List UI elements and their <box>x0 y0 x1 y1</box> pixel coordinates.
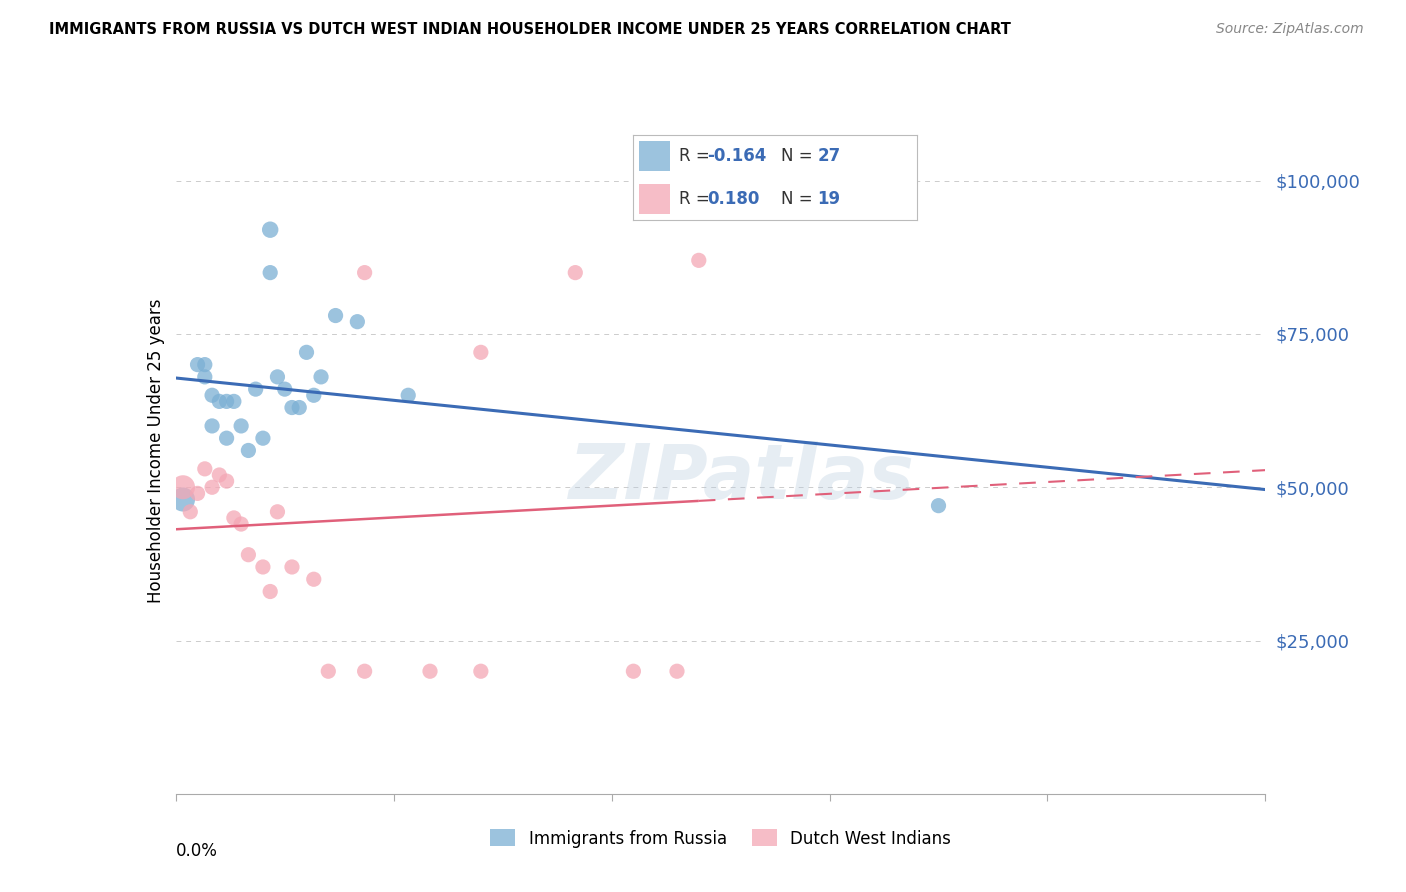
Point <box>666 664 689 678</box>
Point <box>318 664 340 678</box>
Point <box>215 394 238 409</box>
Point <box>259 222 281 236</box>
Point <box>353 266 375 280</box>
Point <box>179 505 201 519</box>
Point <box>419 664 441 678</box>
Point <box>259 584 281 599</box>
Point <box>201 388 224 402</box>
Point <box>928 499 950 513</box>
Point <box>470 664 492 678</box>
Point <box>309 369 332 384</box>
Point <box>252 560 274 574</box>
Point <box>302 388 325 402</box>
Point <box>688 253 710 268</box>
Point <box>186 358 209 372</box>
Point <box>281 401 304 415</box>
Point <box>208 394 231 409</box>
Point <box>353 664 375 678</box>
Point <box>470 345 492 359</box>
Point <box>266 505 288 519</box>
Point <box>238 443 260 458</box>
Point <box>274 382 297 396</box>
Text: Source: ZipAtlas.com: Source: ZipAtlas.com <box>1216 22 1364 37</box>
Y-axis label: Householder Income Under 25 years: Householder Income Under 25 years <box>146 298 165 603</box>
Point <box>215 431 238 445</box>
Point <box>325 309 347 323</box>
Point <box>346 315 368 329</box>
Text: 0.0%: 0.0% <box>176 842 218 860</box>
Point <box>231 516 253 531</box>
Point <box>194 369 217 384</box>
Point <box>222 394 245 409</box>
Point <box>172 492 194 507</box>
Point <box>245 382 267 396</box>
Point <box>564 266 586 280</box>
Point <box>302 572 325 586</box>
Point <box>208 467 231 482</box>
Point <box>194 358 217 372</box>
Point <box>222 511 245 525</box>
Point <box>238 548 260 562</box>
Text: IMMIGRANTS FROM RUSSIA VS DUTCH WEST INDIAN HOUSEHOLDER INCOME UNDER 25 YEARS CO: IMMIGRANTS FROM RUSSIA VS DUTCH WEST IND… <box>49 22 1011 37</box>
Point <box>266 369 288 384</box>
Point <box>172 480 194 494</box>
Point <box>201 480 224 494</box>
Point <box>259 266 281 280</box>
Point <box>194 462 217 476</box>
Point <box>621 664 644 678</box>
Legend: Immigrants from Russia, Dutch West Indians: Immigrants from Russia, Dutch West India… <box>484 822 957 855</box>
Point <box>295 345 318 359</box>
Point <box>201 418 224 433</box>
Point <box>288 401 311 415</box>
Point <box>281 560 304 574</box>
Text: ZIPatlas: ZIPatlas <box>569 441 915 515</box>
Point <box>186 486 209 500</box>
Point <box>252 431 274 445</box>
Point <box>231 418 253 433</box>
Point <box>396 388 419 402</box>
Point <box>215 474 238 488</box>
